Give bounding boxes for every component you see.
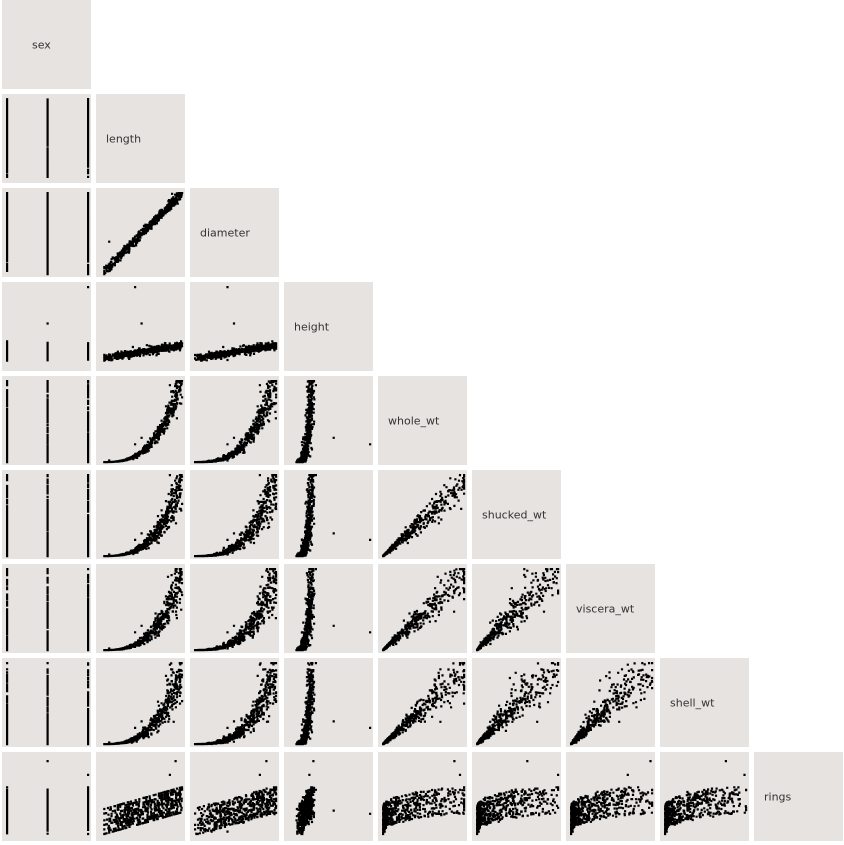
scatter-marks <box>194 380 278 464</box>
scatter-marks <box>103 568 184 652</box>
scatter-points-viscera_wt-vs-diameter <box>194 568 278 652</box>
scatter-points-viscera_wt-vs-height <box>295 568 372 652</box>
scatter-marks <box>6 192 90 276</box>
scatter-points-shell_wt-vs-shucked_wt <box>476 662 560 746</box>
scatter-marks <box>6 286 90 362</box>
variable-label-shucked_wt: shucked_wt <box>482 509 547 522</box>
diagonal-panel-shell_wt <box>660 658 749 747</box>
scatter-marks <box>194 568 278 652</box>
scatter-points-diameter-vs-sex <box>6 192 90 276</box>
scatter-panel-whole_wt-vs-height <box>284 376 373 465</box>
variable-label-height: height <box>294 321 330 334</box>
scatter-marks <box>295 380 372 464</box>
scatter-points-shell_wt-vs-length <box>103 662 184 746</box>
scatter-points-rings-vs-height <box>295 760 372 836</box>
scatter-points-rings-vs-viscera_wt <box>570 760 654 836</box>
scatter-points-rings-vs-sex <box>6 760 90 836</box>
scatter-marks <box>382 662 466 746</box>
scatter-points-viscera_wt-vs-shucked_wt <box>476 568 560 652</box>
scatter-points-shucked_wt-vs-diameter <box>194 474 278 558</box>
scatter-panel-viscera_wt-vs-height <box>284 564 373 653</box>
scatter-points-whole_wt-vs-diameter <box>194 380 278 464</box>
scatter-marks <box>194 760 278 836</box>
scatter-marks <box>570 662 654 746</box>
scatter-marks <box>295 662 372 746</box>
scatter-marks <box>476 568 560 652</box>
scatter-marks <box>6 662 90 746</box>
scatter-points-diameter-vs-length <box>103 192 184 276</box>
scatter-marks <box>382 760 466 836</box>
scatter-points-length-vs-sex <box>6 98 90 178</box>
scatter-marks <box>103 380 184 464</box>
scatter-marks <box>194 474 278 558</box>
scatter-marks <box>194 662 278 746</box>
scatter-points-shucked_wt-vs-sex <box>6 474 90 558</box>
diagonal-panel-rings <box>754 752 843 841</box>
scatter-marks <box>382 568 466 652</box>
scatter-panel-rings-vs-shucked_wt <box>472 752 561 841</box>
scatter-points-height-vs-sex <box>6 286 90 362</box>
scatter-points-viscera_wt-vs-whole_wt <box>382 568 466 652</box>
scatter-marks <box>664 760 748 836</box>
scatter-marks <box>570 760 654 836</box>
variable-label-shell_wt: shell_wt <box>670 697 715 710</box>
scatter-points-viscera_wt-vs-sex <box>6 568 90 652</box>
scatter-marks <box>6 98 90 178</box>
scatter-marks <box>382 474 466 558</box>
scatter-marks <box>103 760 184 836</box>
scatter-points-rings-vs-length <box>103 760 184 836</box>
scatter-points-rings-vs-shell_wt <box>664 760 748 836</box>
scatter-points-shell_wt-vs-whole_wt <box>382 662 466 746</box>
scatter-points-rings-vs-shucked_wt <box>476 760 560 836</box>
diagonal-panel-viscera_wt <box>566 564 655 653</box>
scatter-points-whole_wt-vs-length <box>103 380 184 464</box>
points-layer <box>6 98 748 836</box>
scatter-points-shell_wt-vs-diameter <box>194 662 278 746</box>
scatter-points-viscera_wt-vs-length <box>103 568 184 652</box>
scatter-points-whole_wt-vs-sex <box>6 380 90 464</box>
scatter-points-shucked_wt-vs-whole_wt <box>382 474 466 558</box>
scatter-marks <box>295 760 372 836</box>
variable-label-viscera_wt: viscera_wt <box>576 603 635 616</box>
scatter-marks <box>103 662 184 746</box>
scatter-points-shell_wt-vs-viscera_wt <box>570 662 654 746</box>
scatter-marks <box>103 192 184 276</box>
scatter-marks <box>476 760 560 836</box>
variable-label-whole_wt: whole_wt <box>388 415 440 428</box>
scatter-points-height-vs-diameter <box>194 286 278 362</box>
labels-layer: sex length diameter height whole_wt shucked_w… <box>32 39 792 804</box>
scatter-marks <box>6 568 90 652</box>
scatter-marks <box>6 474 90 558</box>
scatter-marks <box>6 380 90 464</box>
scatter-points-shucked_wt-vs-height <box>295 474 372 558</box>
variable-label-diameter: diameter <box>200 227 250 240</box>
scatter-points-shell_wt-vs-sex <box>6 662 90 746</box>
diagonal-panel-shucked_wt <box>472 470 561 559</box>
scatter-marks <box>103 474 184 558</box>
variable-label-length: length <box>106 133 141 146</box>
diagonal-panel-sex <box>2 0 91 89</box>
scatter-points-whole_wt-vs-height <box>295 380 372 464</box>
scatter-panel-shell_wt-vs-height <box>284 658 373 747</box>
scatter-points-shucked_wt-vs-length <box>103 474 184 558</box>
scatter-points-shell_wt-vs-height <box>295 662 372 746</box>
scatter-points-rings-vs-diameter <box>194 760 278 836</box>
scatter-marks <box>6 760 90 836</box>
scatter-marks <box>476 662 560 746</box>
scatter-marks <box>194 286 278 362</box>
scatter-points-rings-vs-whole_wt <box>382 760 466 836</box>
variable-label-sex: sex <box>32 39 51 52</box>
diagonal-panel-length <box>96 94 185 183</box>
diagonal-panel-whole_wt <box>378 376 467 465</box>
variable-label-rings: rings <box>764 791 792 804</box>
diagonal-panel-height <box>284 282 373 371</box>
scatter-marks <box>295 474 372 558</box>
diagonal-panel-diameter <box>190 188 279 277</box>
scatter-panel-shucked_wt-vs-height <box>284 470 373 559</box>
scatter-marks <box>295 568 372 652</box>
